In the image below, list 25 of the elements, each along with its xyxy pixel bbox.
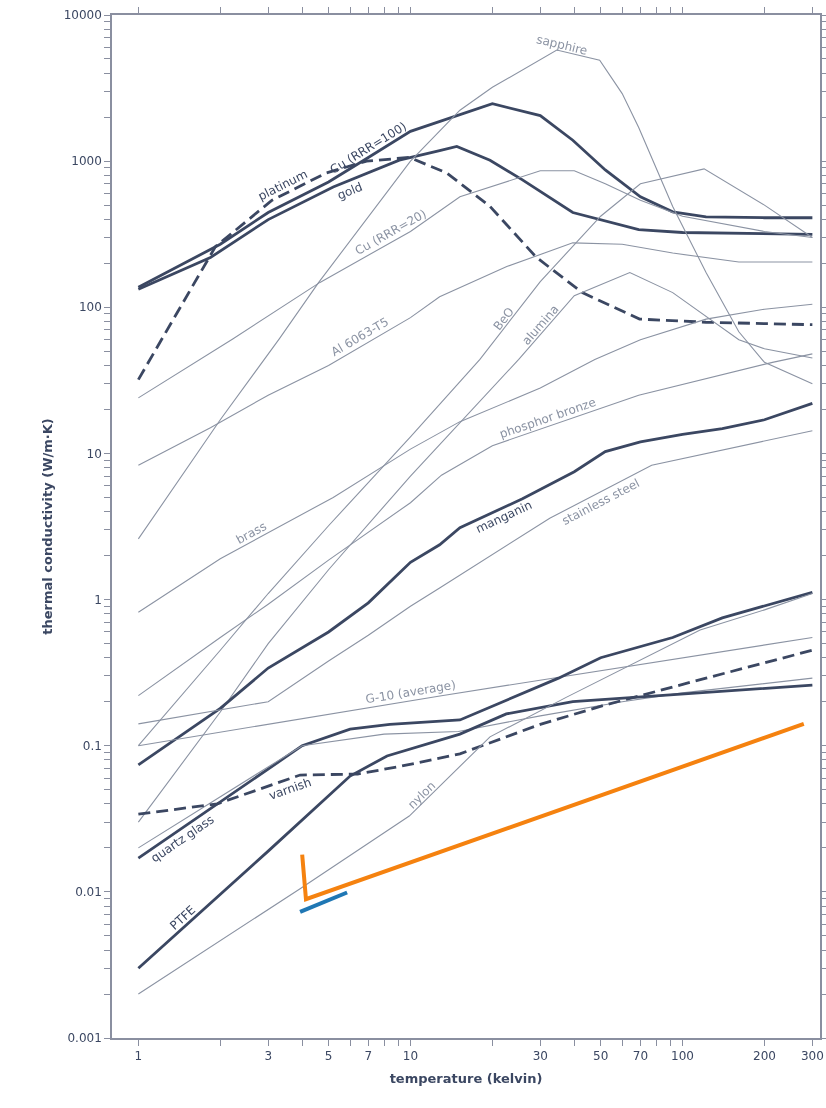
y-tick-label: 0.001 bbox=[67, 1031, 102, 1046]
x-tick-label: 50 bbox=[593, 1049, 609, 1064]
y-axis-title: thermal conductivity (W/m·K) bbox=[40, 418, 56, 635]
y-tick-label: 10 bbox=[86, 446, 102, 461]
x-tick-label: 7 bbox=[364, 1049, 373, 1064]
y-tick-label: 10000 bbox=[63, 8, 102, 23]
text: varnish bbox=[267, 775, 314, 803]
x-tick-label: 3 bbox=[264, 1049, 273, 1064]
x-tick-label: 70 bbox=[632, 1049, 649, 1064]
x-tick-label: 5 bbox=[324, 1049, 333, 1064]
y-tick-label: 100 bbox=[78, 300, 102, 315]
y-tick-label: 0.01 bbox=[75, 885, 102, 900]
y-tick-label: 1000 bbox=[71, 154, 102, 169]
text: sapphire bbox=[535, 32, 589, 58]
x-tick-label: 30 bbox=[532, 1049, 548, 1064]
x-tick-label: 200 bbox=[753, 1049, 776, 1064]
x-tick-label: 1 bbox=[134, 1049, 143, 1064]
x-tick-label: 300 bbox=[800, 1049, 824, 1064]
text: gold bbox=[335, 179, 365, 203]
x-axis-title: temperature (kelvin) bbox=[389, 1071, 543, 1087]
x-tick-label: 10 bbox=[402, 1049, 419, 1064]
text: G-10 (average) bbox=[364, 677, 457, 707]
y-tick-label: 0.1 bbox=[82, 738, 102, 753]
y-tick-label: 1 bbox=[94, 592, 102, 607]
x-tick-label: 100 bbox=[671, 1049, 694, 1064]
